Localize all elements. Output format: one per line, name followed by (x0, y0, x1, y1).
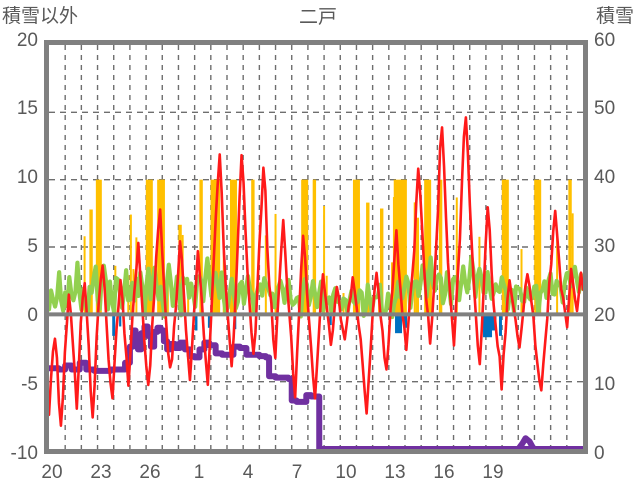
x-tick-9: 19 (482, 462, 504, 483)
x-tick-1: 23 (90, 462, 112, 483)
y-tick-left-2: 10 (16, 167, 38, 188)
y-tick-left-4: 0 (27, 305, 38, 326)
x-tick-8: 16 (433, 462, 455, 483)
y-tick-right-3: 30 (594, 236, 616, 257)
chart-canvas (49, 45, 583, 449)
y-tick-left-5: -5 (21, 374, 38, 395)
x-tick-2: 26 (139, 462, 161, 483)
y-tick-left-1: 15 (16, 98, 38, 119)
plot-area (44, 40, 588, 454)
y-tick-left-3: 5 (27, 236, 38, 257)
left-axis-title: 積雪以外 (2, 6, 79, 27)
x-tick-6: 10 (335, 462, 357, 483)
x-tick-7: 13 (384, 462, 406, 483)
y-tick-right-5: 10 (594, 374, 616, 395)
y-tick-right-0: 60 (594, 30, 616, 51)
right-axis-title: 積雪 (595, 6, 634, 27)
y-tick-right-2: 40 (594, 167, 616, 188)
plot-inner (49, 45, 583, 449)
x-tick-0: 20 (41, 462, 63, 483)
y-tick-left-0: 20 (16, 30, 38, 51)
y-tick-right-4: 20 (594, 305, 616, 326)
x-tick-4: 4 (242, 462, 254, 483)
y-tick-right-1: 50 (594, 98, 616, 119)
y-tick-left-6: -10 (10, 443, 38, 464)
page-title: 二戸 (298, 7, 337, 28)
x-tick-3: 1 (193, 462, 205, 483)
x-tick-5: 7 (291, 462, 303, 483)
y-tick-right-6: 0 (594, 443, 605, 464)
